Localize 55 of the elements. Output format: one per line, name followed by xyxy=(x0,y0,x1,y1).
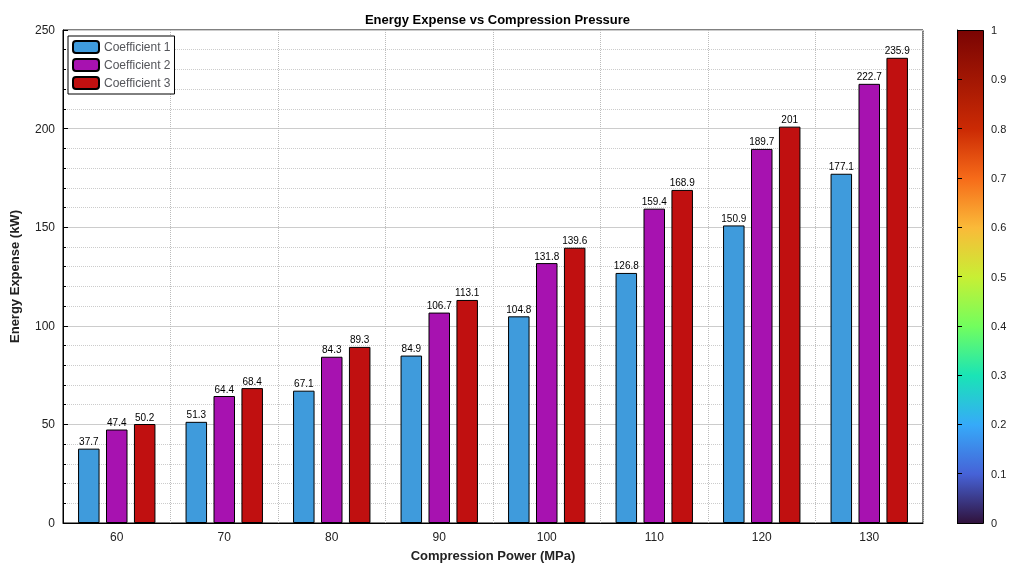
y-tick-label: 0 xyxy=(48,516,56,530)
color-bar-label: 0.2 xyxy=(991,418,1007,431)
color-bar-label: 0.1 xyxy=(991,467,1007,480)
data-label: 67.1 xyxy=(294,378,314,390)
data-label: 84.9 xyxy=(401,343,422,355)
data-label: 168.9 xyxy=(669,177,696,189)
data-label: 113.1 xyxy=(455,287,480,299)
data-label: 106.7 xyxy=(426,300,453,312)
data-label: 47.4 xyxy=(107,417,127,429)
x-tick-label: 120 xyxy=(751,530,773,544)
y-tick-label: 150 xyxy=(34,220,56,235)
color-bar-label: 0.4 xyxy=(991,319,1007,332)
x-axis-title: Compression Power (MPa) xyxy=(410,548,576,563)
y-axis-title: Energy Expense (kW) xyxy=(7,210,22,343)
chart-title: Energy Expense vs Compression Pressure xyxy=(364,12,631,27)
data-label: 126.8 xyxy=(613,260,640,272)
x-tick-label: 130 xyxy=(859,530,880,544)
data-label: 89.3 xyxy=(349,334,370,346)
data-label: 84.3 xyxy=(322,344,342,356)
legend-label: Coefficient 2 xyxy=(104,58,171,72)
color-bar-label: 0 xyxy=(991,517,998,529)
data-label: 37.7 xyxy=(79,436,99,448)
data-label: 104.8 xyxy=(506,303,532,315)
x-tick-label: 100 xyxy=(536,530,558,544)
legend-label: Coefficient 3 xyxy=(104,76,171,90)
y-tick-label: 250 xyxy=(34,23,56,37)
color-bar-label: 1 xyxy=(991,24,998,36)
data-label: 50.2 xyxy=(134,411,155,423)
data-label: 51.3 xyxy=(186,409,207,421)
x-tick-label: 80 xyxy=(325,530,339,544)
color-bar-label: 0.3 xyxy=(991,369,1007,382)
x-tick-label: 110 xyxy=(644,530,665,544)
color-bar-label: 0.5 xyxy=(991,270,1007,283)
color-bar-label: 0.6 xyxy=(991,221,1007,234)
y-tick-label: 200 xyxy=(34,121,56,136)
x-tick-label: 70 xyxy=(217,530,232,544)
color-bar-label: 0.8 xyxy=(991,122,1007,135)
color-bar-label: 0.7 xyxy=(991,171,1007,184)
data-label: 201 xyxy=(781,114,799,126)
color-bar-label: 0.9 xyxy=(991,73,1007,86)
data-label: 131.8 xyxy=(534,250,560,262)
data-label: 189.7 xyxy=(749,136,775,148)
legend-label: Coefficient 1 xyxy=(104,40,171,54)
x-tick-label: 60 xyxy=(110,530,124,544)
x-tick-label: 90 xyxy=(432,530,447,544)
data-label: 150.9 xyxy=(721,212,747,224)
data-label: 235.9 xyxy=(884,45,911,57)
data-label: 177.1 xyxy=(828,161,855,173)
data-label: 64.4 xyxy=(214,383,235,395)
data-label: 68.4 xyxy=(242,375,263,387)
data-label: 159.4 xyxy=(641,196,668,208)
data-label: 222.7 xyxy=(856,71,883,83)
data-label: 139.6 xyxy=(562,235,588,247)
y-tick-label: 100 xyxy=(34,318,56,333)
y-tick-label: 50 xyxy=(41,417,56,432)
